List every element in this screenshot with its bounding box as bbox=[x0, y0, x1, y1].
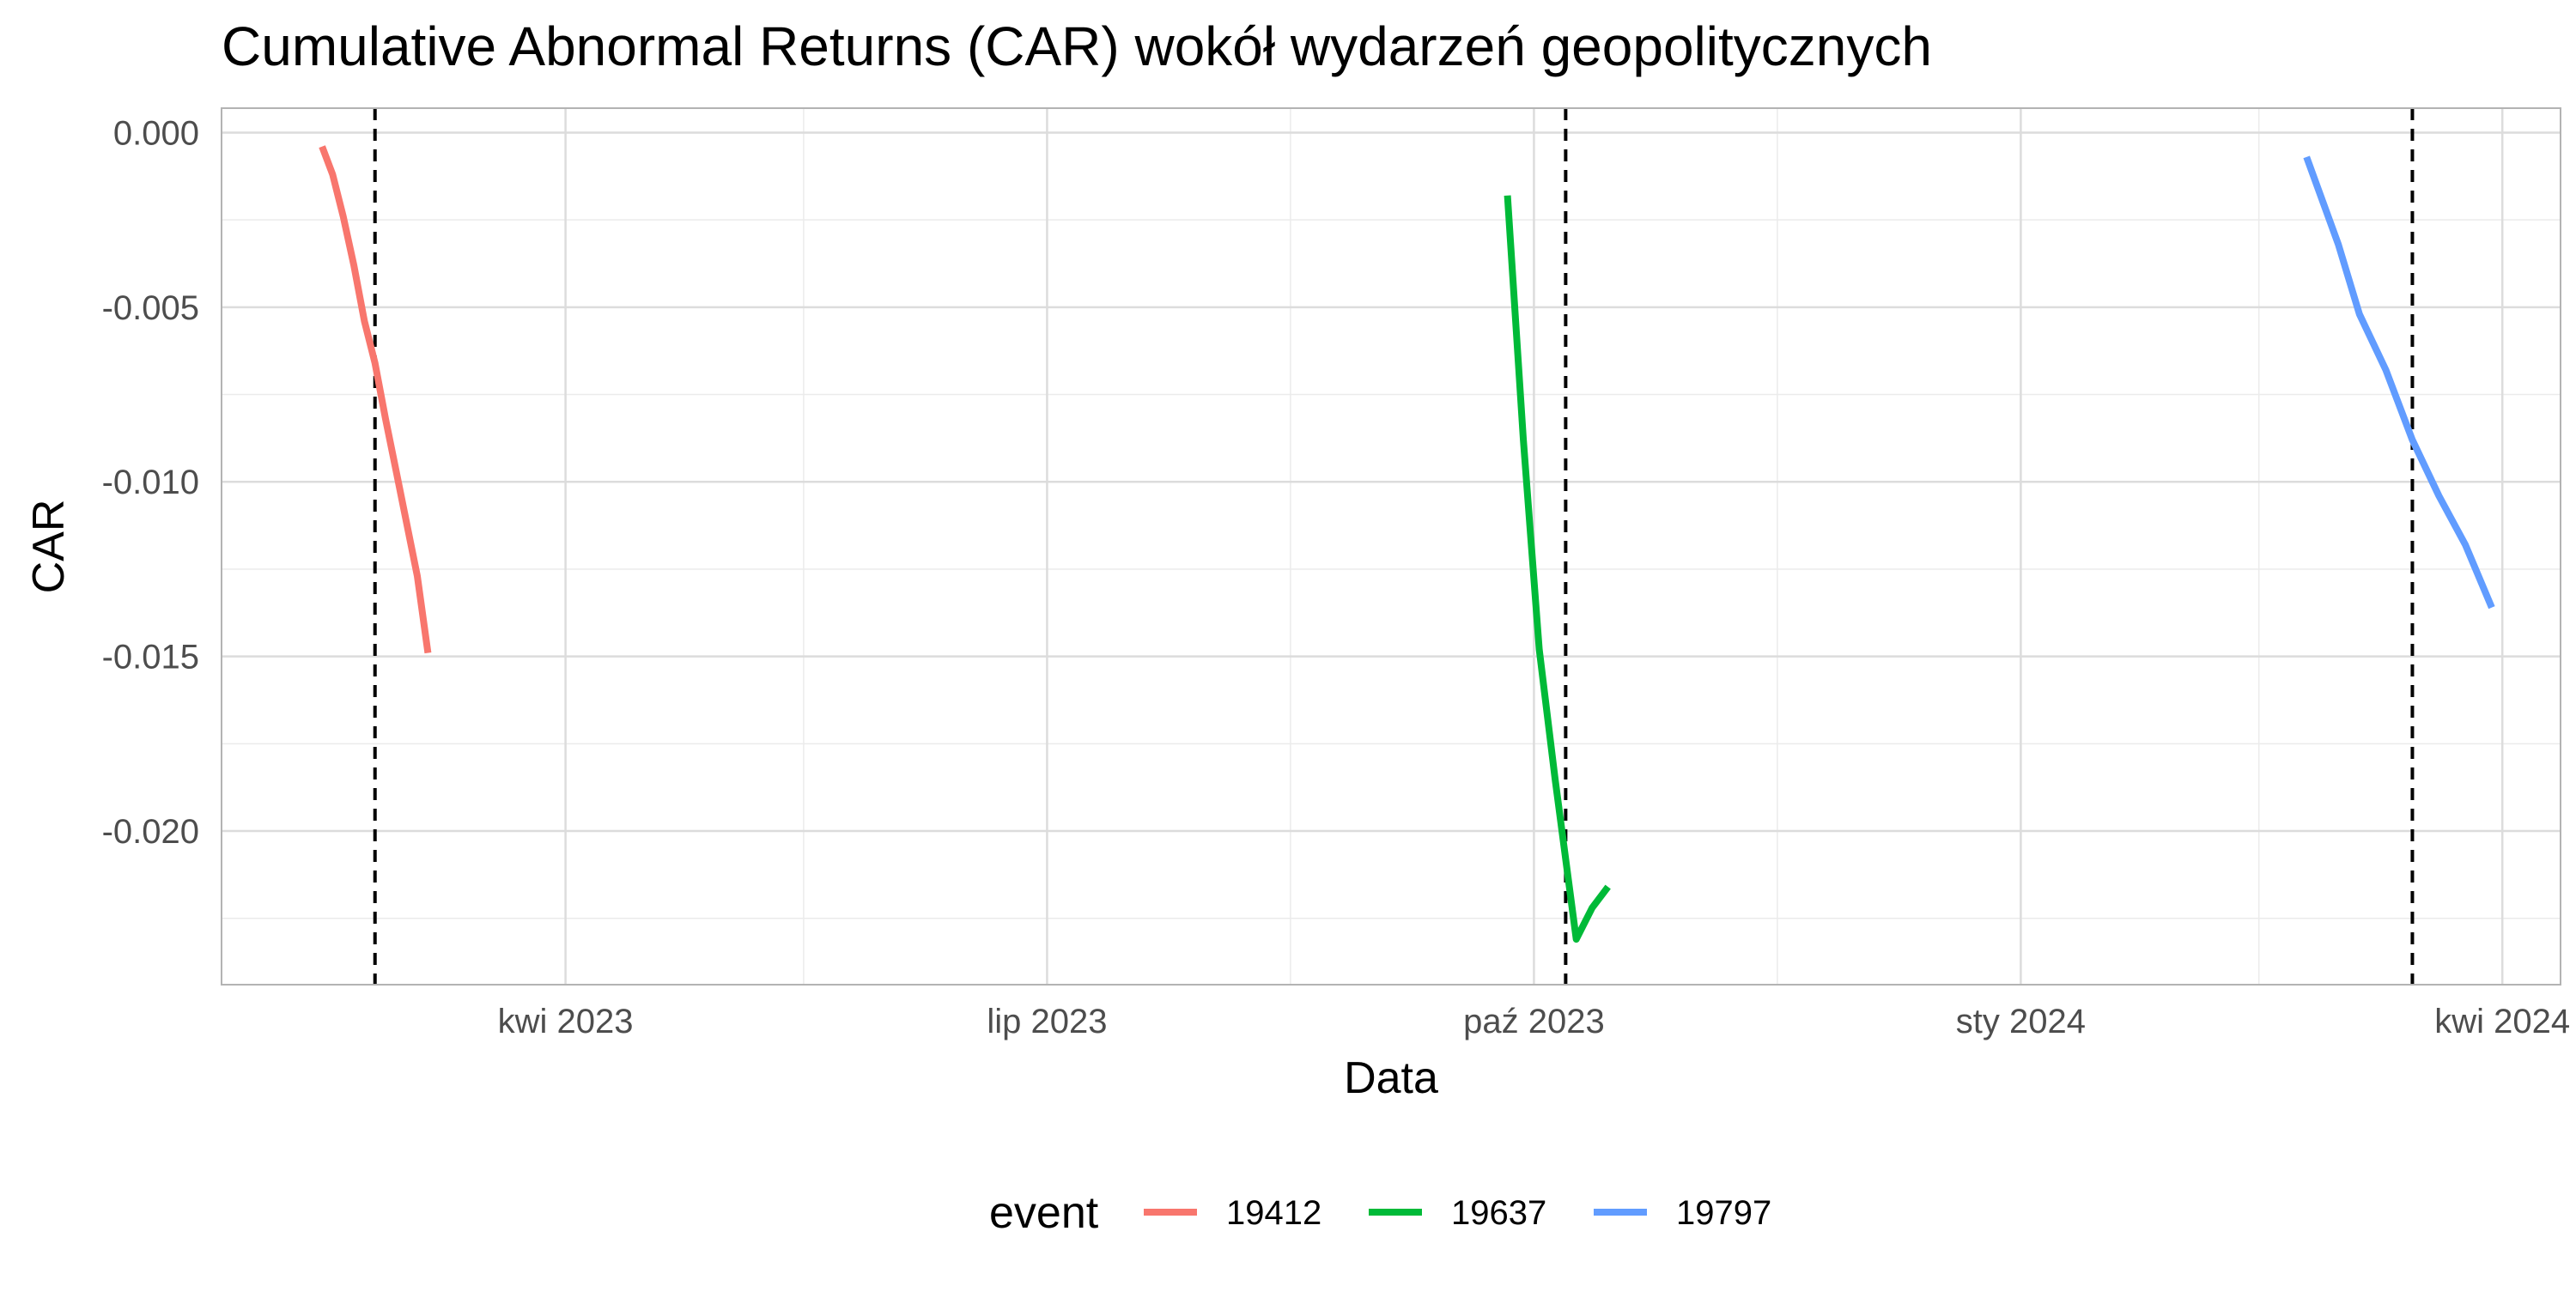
major-gridlines bbox=[222, 108, 2561, 985]
minor-gridlines bbox=[222, 108, 2561, 985]
y-tick-label: 0.000 bbox=[113, 114, 199, 152]
series-line-19797 bbox=[2303, 155, 2495, 610]
y-axis-title: CAR bbox=[24, 500, 74, 594]
y-tick-label: -0.010 bbox=[102, 464, 199, 501]
legend-label-19412: 19412 bbox=[1226, 1194, 1321, 1232]
y-tick-label: -0.015 bbox=[102, 639, 199, 676]
x-axis-title: Data bbox=[1344, 1053, 1438, 1103]
event-date-lines bbox=[373, 108, 2415, 985]
x-axis-tick-labels: kwi 2023 lip 2023 paź 2023 sty 2024 kwi 2024 bbox=[498, 1003, 2570, 1040]
x-tick-label: kwi 2024 bbox=[2434, 1003, 2570, 1040]
legend-title: event bbox=[989, 1188, 1099, 1238]
x-tick-label: lip 2023 bbox=[987, 1003, 1107, 1040]
x-tick-label: kwi 2023 bbox=[498, 1003, 634, 1040]
legend: event 19412 19637 19797 bbox=[989, 1188, 1771, 1238]
series-lines bbox=[319, 145, 2495, 943]
y-axis-tick-labels: 0.000 -0.005 -0.010 -0.015 -0.020 bbox=[102, 114, 199, 851]
plot-panel-border bbox=[221, 107, 2561, 986]
x-tick-label: paź 2023 bbox=[1463, 1003, 1605, 1040]
x-tick-label: sty 2024 bbox=[1956, 1003, 2086, 1040]
y-tick-label: -0.020 bbox=[102, 813, 199, 851]
legend-label-19797: 19797 bbox=[1676, 1194, 1771, 1232]
chart-title: Cumulative Abnormal Returns (CAR) wokół … bbox=[222, 15, 1932, 77]
series-line-19412 bbox=[319, 145, 432, 654]
series-line-19637 bbox=[1504, 195, 1611, 943]
y-tick-label: -0.005 bbox=[102, 289, 199, 327]
legend-label-19637: 19637 bbox=[1451, 1194, 1546, 1232]
